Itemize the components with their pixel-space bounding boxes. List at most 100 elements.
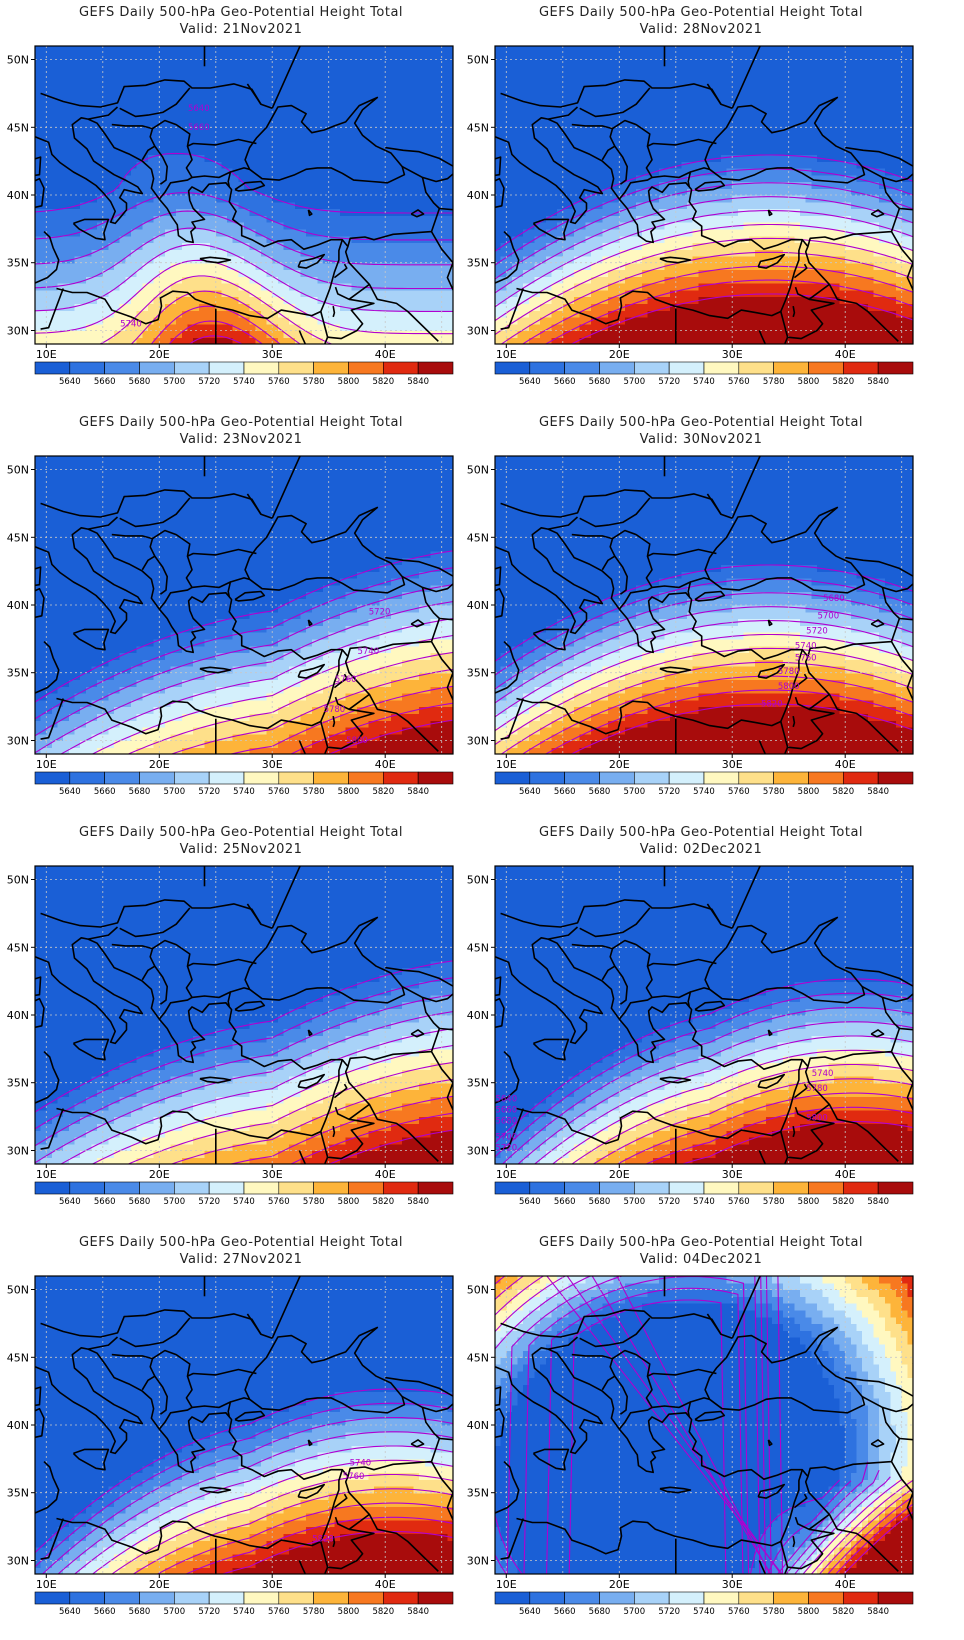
colorbar-swatch	[634, 361, 670, 375]
contour-label: 5820	[312, 1535, 334, 1545]
contour-5720	[73, 1445, 453, 1574]
colorbar-label: 5720	[198, 787, 220, 797]
lat-tick-label: 40N	[7, 1009, 29, 1022]
colorbar-swatch	[174, 361, 210, 375]
colorbar-swatch	[842, 361, 879, 375]
contour-label: 5760	[795, 654, 817, 664]
lat-tick-label: 30N	[7, 1145, 29, 1158]
contour-5760	[495, 1276, 913, 1574]
lon-tick-label: 20E	[609, 1168, 630, 1181]
contour-label: 5800	[778, 682, 800, 692]
colorbar-label: 5720	[198, 1197, 220, 1207]
panel-title: GEFS Daily 500-hPa Geo-Potential Height …	[0, 5, 482, 20]
contour-lines	[35, 152, 453, 344]
colorbar: 5640 5660 5680 5700 5720 5740 5760 5780 5800 5820…	[34, 1181, 454, 1207]
colorbar-swatch	[417, 1591, 454, 1605]
colorbar-swatch	[104, 1591, 140, 1605]
colorbar-swatch	[877, 1591, 914, 1605]
contour-5840	[327, 719, 453, 754]
contour-5720	[495, 620, 913, 718]
map-panel-7: GEFS Daily 500-hPa Geo-Potential Height …	[0, 1230, 482, 1640]
contour-5660	[495, 1287, 852, 1574]
colorbar-label: 5840	[407, 1607, 429, 1617]
contour-label: 5720	[495, 1144, 517, 1154]
contour-5700	[517, 1021, 913, 1164]
lon-tick-label: 20E	[149, 1578, 170, 1591]
lon-tick-label: 40E	[835, 1578, 856, 1591]
contour-label: 5700	[495, 1133, 517, 1143]
colorbar-swatch	[313, 361, 349, 375]
geopotential-map: 5680 5700 5720 5740 5760 5780 5800 5820 30N 35N 40…	[467, 455, 914, 797]
colorbar-swatch	[417, 361, 454, 375]
lat-tick-label: 35N	[7, 1077, 29, 1090]
colorbar-swatch	[599, 771, 635, 785]
contour-5800	[495, 1276, 913, 1574]
colorbar-swatch	[738, 771, 774, 785]
contour-5700	[495, 606, 913, 704]
lat-tick-label: 45N	[7, 1351, 29, 1364]
colorbar-swatch	[529, 771, 565, 785]
colorbar-swatch	[243, 1181, 280, 1195]
colorbar-swatch	[877, 1181, 914, 1195]
map-panel-5: GEFS Daily 500-hPa Geo-Potential Height …	[0, 820, 482, 1230]
lat-tick-label: 40N	[467, 599, 489, 612]
contour-5640	[35, 1388, 453, 1554]
contour-5660	[495, 578, 913, 676]
colorbar-swatch	[634, 1591, 670, 1605]
lon-tick-label: 30E	[722, 348, 743, 361]
colorbar-label: 5640	[519, 1197, 541, 1207]
contour-5720	[495, 1276, 891, 1574]
lat-tick-label: 50N	[7, 874, 29, 887]
contour-5820	[644, 1106, 913, 1164]
lon-tick-label: 20E	[609, 758, 630, 771]
contour-label: 5800	[346, 736, 368, 746]
country-borders	[500, 456, 913, 754]
colorbar-label: 5820	[372, 1607, 394, 1617]
colorbar-swatch	[773, 771, 809, 785]
lat-tick-label: 45N	[467, 1351, 489, 1364]
contour-5700	[35, 601, 453, 754]
contour-5780	[170, 668, 453, 754]
colorbar-swatch	[564, 771, 600, 785]
colorbar-label: 5740	[693, 787, 715, 797]
contour-label: 5740	[350, 1459, 372, 1469]
lat-tick-label: 35N	[467, 257, 489, 270]
contour-5820	[544, 689, 913, 754]
contour-5820	[184, 1516, 453, 1574]
contour-5840	[188, 335, 244, 344]
lon-tick-label: 10E	[496, 1578, 517, 1591]
colorbar-label: 5720	[198, 1607, 220, 1617]
geopotential-map: 5640566056805700572057405780580030N35N40…	[467, 865, 914, 1207]
colorbar-label: 5760	[728, 1607, 750, 1617]
colorbar-swatch	[808, 1181, 844, 1195]
colorbar-swatch	[34, 361, 71, 375]
coastlines	[495, 506, 913, 754]
colorbar-label: 5740	[233, 377, 255, 387]
panel-title: GEFS Daily 500-hPa Geo-Potential Height …	[460, 415, 942, 430]
colorbar-swatch	[668, 1591, 705, 1605]
contour-5840	[681, 1121, 913, 1164]
contour-5680	[35, 584, 453, 737]
panel-title: GEFS Daily 500-hPa Geo-Potential Height …	[460, 5, 942, 20]
contour-5760	[98, 275, 334, 344]
colorbar-label: 5700	[623, 787, 645, 797]
lon-tick-label: 20E	[149, 758, 170, 771]
colorbar-label: 5840	[407, 377, 429, 387]
panel-title: GEFS Daily 500-hPa Geo-Potential Height …	[460, 825, 942, 840]
contour-lines	[495, 564, 913, 754]
colorbar-swatch	[703, 1591, 740, 1605]
colorbar-label: 5800	[338, 377, 360, 387]
colorbar-label: 5660	[94, 377, 116, 387]
colorbar-label: 5760	[268, 1607, 290, 1617]
colorbar-label: 5740	[693, 377, 715, 387]
country-borders	[40, 456, 453, 754]
colorbar-label: 5680	[589, 787, 611, 797]
contour-5820	[168, 320, 264, 344]
lat-tick-label: 45N	[467, 121, 489, 134]
contour-5640	[495, 978, 913, 1144]
lon-tick-label: 10E	[36, 348, 57, 361]
colorbar-label: 5840	[867, 1197, 889, 1207]
lon-tick-label: 40E	[835, 348, 856, 361]
contour-label: 5660	[495, 1106, 517, 1116]
contour-label: 5640	[188, 104, 210, 114]
